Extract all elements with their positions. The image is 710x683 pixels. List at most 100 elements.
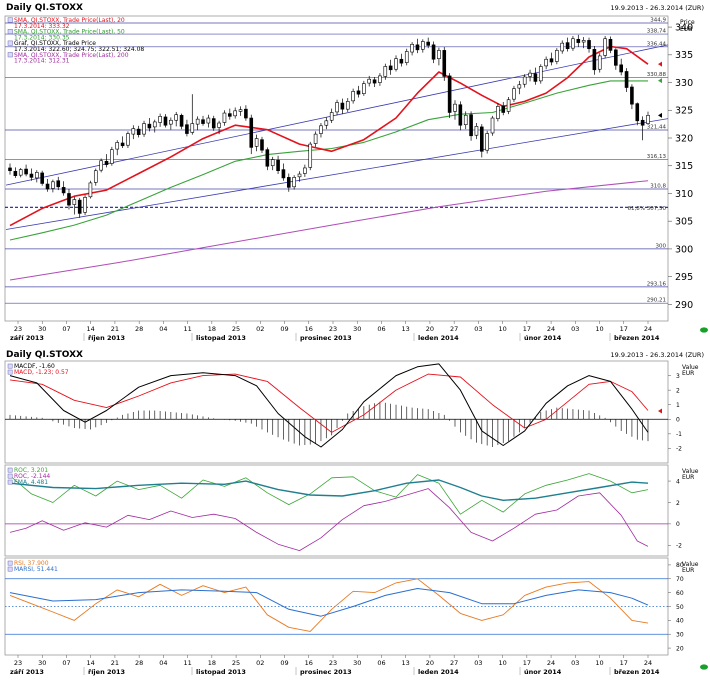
candle-down [265, 149, 270, 167]
y-tick-label: 0 [676, 521, 680, 528]
candle-up [99, 160, 103, 171]
candle-up [190, 123, 195, 133]
y-tick-label: 30 [676, 632, 684, 639]
legend-entry: EMA, 4.481 [14, 479, 48, 486]
month-label: listopad 2013 [196, 668, 246, 676]
candle-up [152, 121, 157, 128]
candle-down [56, 180, 61, 188]
candle-down [24, 168, 28, 175]
price-axis-title-2: EUR [680, 26, 692, 33]
fib-label: 61,8% 307,50 [628, 206, 667, 212]
date-range: 19.9.2013 - 26.3.2014 (ZUR) [610, 4, 704, 12]
y-tick-label: 310 [675, 189, 693, 200]
candle-up [555, 50, 559, 62]
x-tick-label: 09 [280, 659, 288, 667]
x-tick-label: 24 [547, 325, 555, 333]
candle-down [211, 118, 216, 129]
candle-down [29, 173, 34, 178]
candle-up [303, 167, 307, 174]
candle-down [8, 167, 12, 172]
candle-up [597, 55, 602, 70]
x-tick-label: 28 [135, 659, 143, 667]
legend-entry: MACDF, -1.60 [14, 363, 55, 370]
candle-up [394, 58, 398, 70]
candle-up [362, 83, 366, 94]
x-tick-label: 24 [547, 659, 555, 667]
candle-down [458, 104, 463, 126]
last-value-marker [658, 112, 662, 118]
x-tick-label: 10 [498, 325, 506, 333]
candle-down [136, 128, 141, 135]
month-label: září 2013 [10, 334, 44, 342]
candle-down [399, 58, 404, 64]
zoom-handle-icon[interactable] [700, 327, 708, 333]
candle-up [270, 159, 275, 167]
legend-entry: SMA, QI.STOXX, Trade Price(Last), 50 [14, 29, 125, 36]
y-tick-label: 295 [675, 272, 693, 283]
legend-toggle-icon [7, 52, 13, 58]
candle-up [169, 119, 173, 125]
candle-up [158, 116, 162, 123]
month-label: prosinec 2013 [300, 668, 352, 676]
price-axis-title-1: Price [680, 19, 695, 26]
y-tick-label: 305 [675, 217, 693, 228]
macd-line [9, 363, 649, 448]
x-tick-label: 03 [474, 659, 482, 667]
axis-title: Value [682, 364, 699, 371]
x-tick-label: 06 [377, 325, 385, 333]
x-tick-label: 24 [644, 659, 652, 667]
candle-up [126, 133, 130, 146]
candle-up [195, 118, 200, 125]
level-label: 316,13 [647, 154, 667, 160]
candle-up [378, 75, 382, 83]
y-tick-label: -1 [676, 431, 682, 438]
last-value-marker [658, 408, 662, 414]
rsi-panel [4, 557, 669, 656]
y-tick-label: 50 [676, 604, 684, 611]
legend-entry: RSI, 37.900 [14, 560, 49, 567]
x-tick-label: 23 [329, 659, 337, 667]
candle-up [110, 149, 114, 164]
candle-up [522, 76, 527, 85]
x-tick-label: 17 [620, 325, 628, 333]
candle-down [276, 159, 280, 172]
candle-down [576, 38, 581, 43]
x-tick-label: 16 [305, 325, 313, 333]
y-tick-label: 335 [675, 50, 693, 61]
last-value-marker [658, 61, 662, 67]
x-tick-label: 20 [426, 659, 434, 667]
zoom-handle-icon-2[interactable] [700, 664, 708, 670]
x-tick-label: 13 [402, 659, 410, 667]
candle-up [512, 88, 516, 100]
candle-up [131, 128, 136, 135]
candle-down [228, 113, 232, 117]
axis-unit: EUR [682, 474, 694, 481]
candle-up [18, 169, 23, 176]
candle-down [640, 119, 645, 126]
legend-entry: ROC, -2.144 [14, 473, 50, 480]
candle-down [286, 177, 291, 188]
x-tick-label: 25 [232, 659, 240, 667]
y-tick-label: 1 [676, 402, 680, 409]
level-label: 310,8 [650, 184, 666, 190]
level-label: 293,16 [647, 281, 667, 287]
y-tick-label: 80 [676, 562, 684, 569]
candle-down [565, 42, 570, 50]
level-label: 300 [656, 243, 667, 249]
x-tick-label: 30 [353, 659, 361, 667]
candle-up [206, 117, 211, 124]
candle-down [77, 199, 82, 214]
legend-toggle-icon [7, 473, 13, 479]
x-tick-label: 02 [256, 325, 264, 333]
candle-down [501, 105, 506, 113]
month-label: listopad 2013 [196, 334, 246, 342]
legend-toggle-icon [7, 29, 13, 35]
axis-title: Value [682, 468, 699, 475]
candle-down [469, 114, 473, 137]
candle-down [61, 187, 66, 194]
candle-down [281, 169, 286, 179]
legend-entry: SMA, QI.STOXX, Trade Price(Last), 200 [14, 52, 129, 59]
candle-up [603, 38, 607, 56]
x-tick-label: 11 [183, 659, 191, 667]
